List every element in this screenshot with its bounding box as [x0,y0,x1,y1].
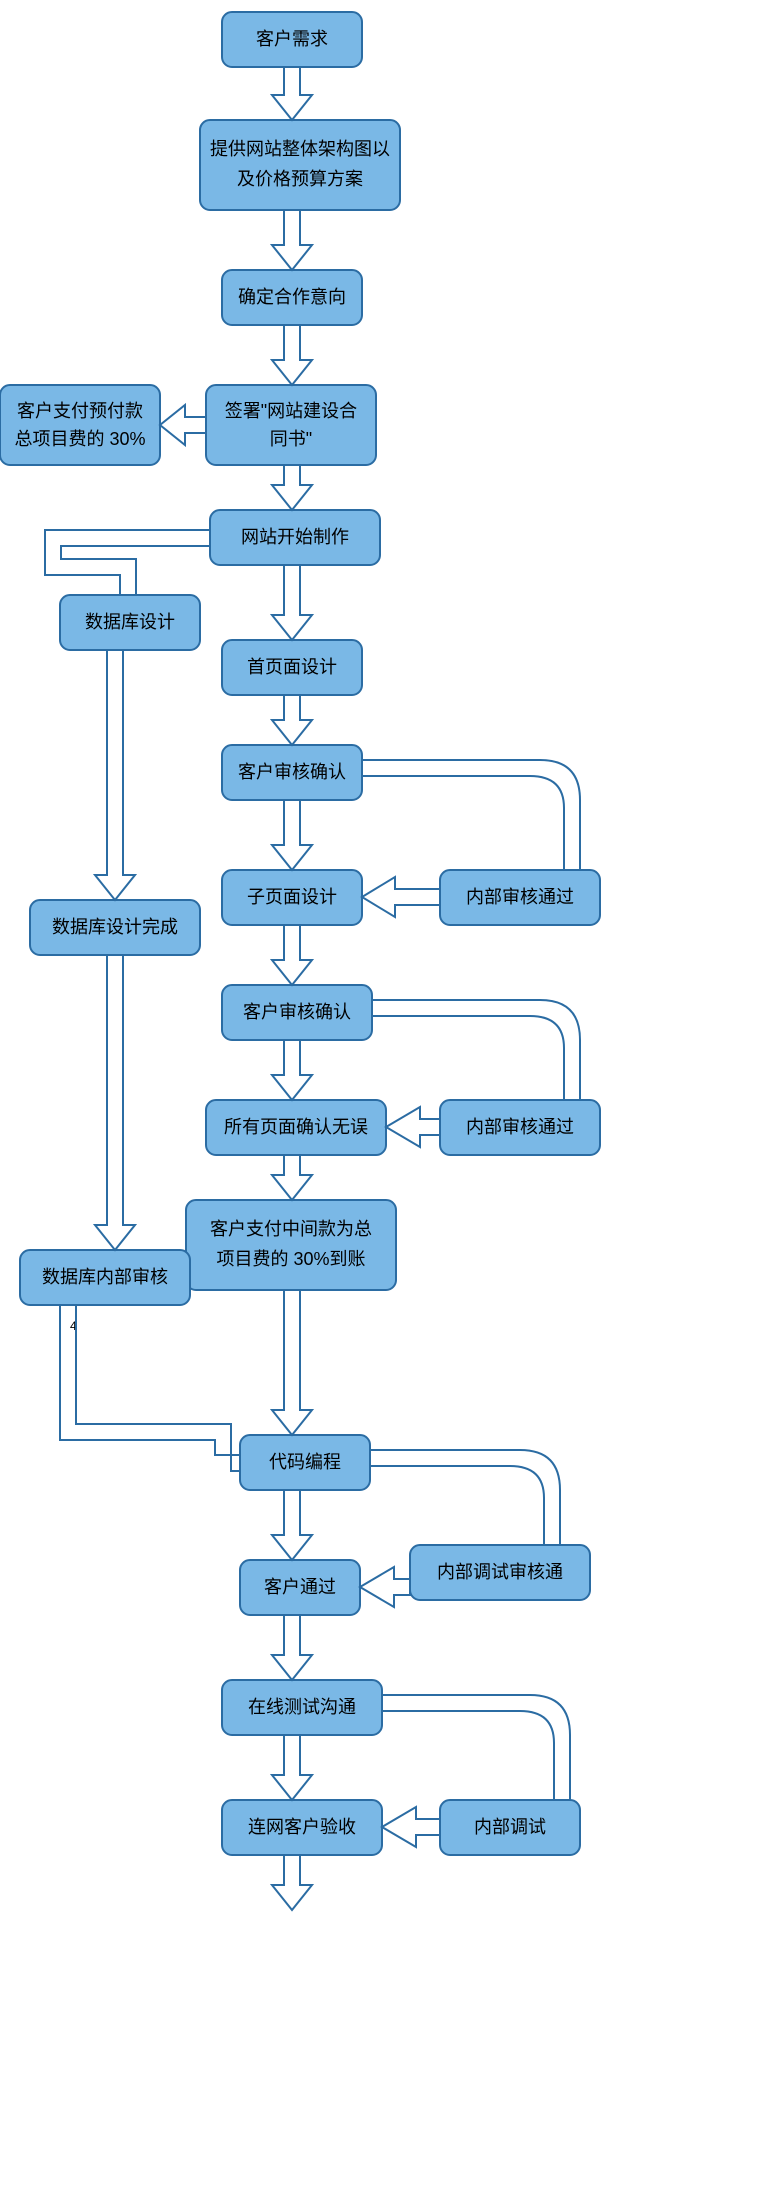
node-prepay-l1: 客户支付预付款 [17,401,143,421]
node-homepage-label: 首页面设计 [247,657,337,677]
arrow-n4-n4s [160,405,206,445]
node-start-build-label: 网站开始制作 [241,527,349,547]
node-architecture-l1: 提供网站整体架构图以 [210,139,390,159]
node-customer-pass-label: 客户通过 [264,1577,336,1597]
node-midpay-l1: 客户支付中间款为总 [210,1219,372,1239]
node-debug2-label: 内部调试 [474,1817,546,1837]
node-midpay-l2: 项目费的 30%到账 [216,1249,365,1269]
arrow-n10-n14 [95,955,135,1250]
arrow-n9-n11 [272,925,312,985]
node-intent-label: 确定合作意向 [238,287,346,307]
arrow-n5-n7 [272,565,312,640]
arrow-n15-n16 [272,1490,312,1560]
arrow-n11-n12 [272,1040,312,1100]
node-all-pages-label: 所有页面确认无误 [224,1117,368,1137]
arrow-n2-n3 [272,210,312,270]
node-coding-label: 代码编程 [269,1452,341,1472]
arrow-n4-n5 [272,465,312,510]
arrow-n3-n4 [272,325,312,385]
node-subpage-label: 子页面设计 [247,887,337,907]
conn-n5-n6-inner [61,546,210,595]
flowchart-canvas: 客户需求 提供网站整体架构图以 及价格预算方案 确定合作意向 签署"网站建设合 … [0,0,772,2200]
conn-n14-n15-outer [60,1305,240,1455]
arrow-n9r-n9 [362,877,440,917]
node-prepay [0,385,160,465]
arrow-n16-n17 [272,1615,312,1680]
node-review2-label: 客户审核确认 [243,1002,351,1022]
node-contract [206,385,376,465]
arrow-n6-n10 [95,650,135,900]
conn-n15-n16r-inner [370,1466,544,1545]
arrow-n7-n8 [272,695,312,745]
node-acceptance-label: 连网客户验收 [248,1817,356,1837]
conn-n8-n9r-inner [362,776,564,870]
node-architecture [200,120,400,210]
node-debug-pass-label: 内部调试审核通 [437,1562,563,1582]
node-contract-l2: 同书" [270,429,312,449]
arrow-n12r-n12 [386,1107,440,1147]
arrow-n1-n2 [272,67,312,120]
arrow-n18r-n18 [382,1807,440,1847]
arrow-n8-n9 [272,800,312,870]
node-internal-pass1-label: 内部审核通过 [466,887,574,907]
node-architecture-l2: 及价格预算方案 [237,169,363,189]
arrow-n13-n15 [272,1290,312,1435]
conn-n15-n16r-outer [370,1450,560,1545]
conn-n11-n12r-inner [372,1016,564,1100]
arrow-n17-n18 [272,1735,312,1800]
node-internal-pass2-label: 内部审核通过 [466,1117,574,1137]
conn-n5-n6-outer [45,530,210,595]
arrow-n12-n13 [272,1155,312,1200]
node-midpay [186,1200,396,1290]
arrow-n16r-n16 [360,1567,410,1607]
node-customer-req-label: 客户需求 [256,29,328,49]
node-db-design-label: 数据库设计 [85,612,175,632]
node-db-audit-label: 数据库内部审核 [42,1267,168,1287]
node-review1-label: 客户审核确认 [238,762,346,782]
arrow-n18-exit [272,1855,312,1910]
node-contract-l1: 签署"网站建设合 [225,401,357,421]
node-online-test-label: 在线测试沟通 [248,1697,356,1717]
node-db-done-label: 数据库设计完成 [52,917,178,937]
conn-n17-n18r-inner [382,1711,554,1800]
node-prepay-l2: 总项目费的 30% [14,429,145,449]
